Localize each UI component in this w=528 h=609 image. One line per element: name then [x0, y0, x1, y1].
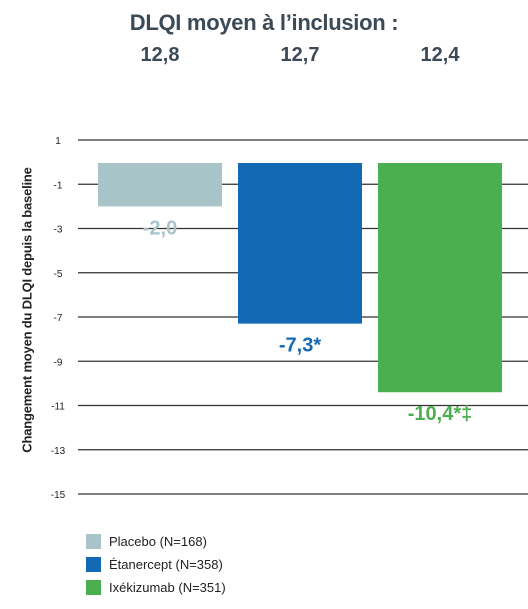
- legend-swatch-placebo: [86, 534, 101, 549]
- bar-ixekizumab: [378, 163, 502, 393]
- legend-label-placebo: Placebo (N=168): [109, 534, 207, 549]
- y-tick-label: -7: [54, 313, 63, 324]
- y-tick-label: -1: [54, 180, 63, 191]
- legend-swatch-etanercept: [86, 557, 101, 572]
- y-tick-label: -5: [54, 269, 63, 280]
- legend-label-etanercept: Étanercept (N=358): [109, 557, 223, 572]
- y-tick-label: -9: [54, 357, 63, 368]
- legend-item-placebo: Placebo (N=168): [86, 530, 226, 553]
- y-tick-label: -15: [51, 490, 66, 501]
- y-tick-label: -3: [54, 225, 63, 236]
- baseline-value-etanercept: 12,7: [280, 44, 320, 66]
- y-tick-label: -13: [51, 446, 66, 457]
- y-tick-label: 1: [55, 136, 61, 147]
- data-label-placebo: -2,0: [143, 217, 177, 239]
- legend-item-ixekizumab: Ixékizumab (N=351): [86, 576, 226, 599]
- data-label-etanercept: -7,3*: [279, 335, 321, 357]
- legend: Placebo (N=168) Étanercept (N=358) Ixéki…: [86, 530, 226, 599]
- legend-item-etanercept: Étanercept (N=358): [86, 553, 226, 576]
- bar-etanercept: [238, 163, 362, 324]
- bar-placebo: [98, 163, 222, 207]
- baseline-value-ixekizumab: 12,4: [420, 44, 460, 66]
- chart-title: DLQI moyen à l’inclusion :: [129, 10, 399, 35]
- baseline-value-placebo: 12,8: [140, 44, 180, 66]
- legend-swatch-ixekizumab: [86, 580, 101, 595]
- y-tick-label: -11: [51, 402, 65, 413]
- data-label-ixekizumab: -10,4*‡: [408, 403, 473, 425]
- legend-label-ixekizumab: Ixékizumab (N=351): [109, 580, 226, 595]
